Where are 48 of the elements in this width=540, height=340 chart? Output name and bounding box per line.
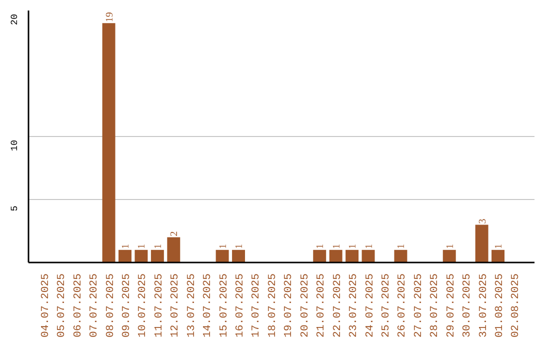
- data-label: 1: [234, 244, 246, 249]
- data-label: 19: [104, 12, 116, 22]
- x-tick-label: 08.07.2025: [104, 273, 117, 338]
- data-label: 1: [136, 244, 148, 249]
- data-label: 1: [364, 244, 375, 249]
- data-label: 1: [315, 244, 326, 249]
- data-label: 1: [494, 244, 505, 249]
- x-tick-label: 29.07.2025: [445, 273, 458, 338]
- x-tick-label: 20.07.2025: [299, 273, 312, 338]
- x-tick-label: 12.07.2025: [170, 273, 182, 338]
- x-tick-label: 24.07.2025: [364, 273, 376, 338]
- x-tick-label: 18.07.2025: [266, 273, 279, 338]
- x-tick-label: 07.07.2025: [88, 273, 101, 338]
- data-label: 1: [444, 244, 456, 249]
- x-tick-label: 17.07.2025: [250, 273, 263, 338]
- x-tick-label: 21.07.2025: [316, 273, 328, 338]
- x-tick-label: 27.07.2025: [412, 273, 425, 338]
- x-tick-label: 26.07.2025: [396, 273, 409, 338]
- data-label: 1: [218, 244, 229, 249]
- x-tick-label: 05.07.2025: [56, 273, 68, 338]
- x-tick-label: 01.08.2025: [494, 273, 506, 338]
- x-tick-label: 15.07.2025: [218, 273, 230, 338]
- data-label: 1: [152, 244, 164, 249]
- x-tick-label: 13.07.2025: [186, 273, 198, 338]
- data-label: 1: [396, 244, 408, 249]
- x-tick-label: 19.07.2025: [283, 273, 296, 338]
- x-tick-label: 06.07.2025: [72, 273, 84, 338]
- x-tick-label: 30.07.2025: [462, 273, 474, 338]
- data-label: 1: [120, 244, 132, 249]
- y-tick-label: 20: [9, 14, 20, 26]
- data-label: 1: [348, 244, 359, 249]
- data-label: 1: [331, 244, 342, 249]
- x-tick-label: 02.08.2025: [510, 273, 522, 338]
- x-tick-label: 16.07.2025: [234, 273, 247, 338]
- x-tick-label: 31.07.2025: [478, 273, 490, 338]
- x-tick-label: 25.07.2025: [380, 273, 392, 338]
- x-tick-label: 28.07.2025: [429, 273, 442, 338]
- y-tick-label: 10: [9, 140, 20, 152]
- y-tick-label: 5: [9, 206, 20, 212]
- x-tick-label: 10.07.2025: [137, 273, 150, 338]
- x-tick-label: 09.07.2025: [120, 273, 133, 338]
- data-label: 3: [477, 218, 488, 224]
- x-tick-label: 14.07.2025: [202, 273, 214, 338]
- x-tick-label: 11.07.2025: [153, 273, 166, 338]
- x-tick-label: 04.07.2025: [40, 273, 52, 338]
- x-tick-label: 23.07.2025: [348, 273, 360, 338]
- x-tick-label: 22.07.2025: [332, 273, 344, 338]
- data-label: 2: [169, 231, 180, 236]
